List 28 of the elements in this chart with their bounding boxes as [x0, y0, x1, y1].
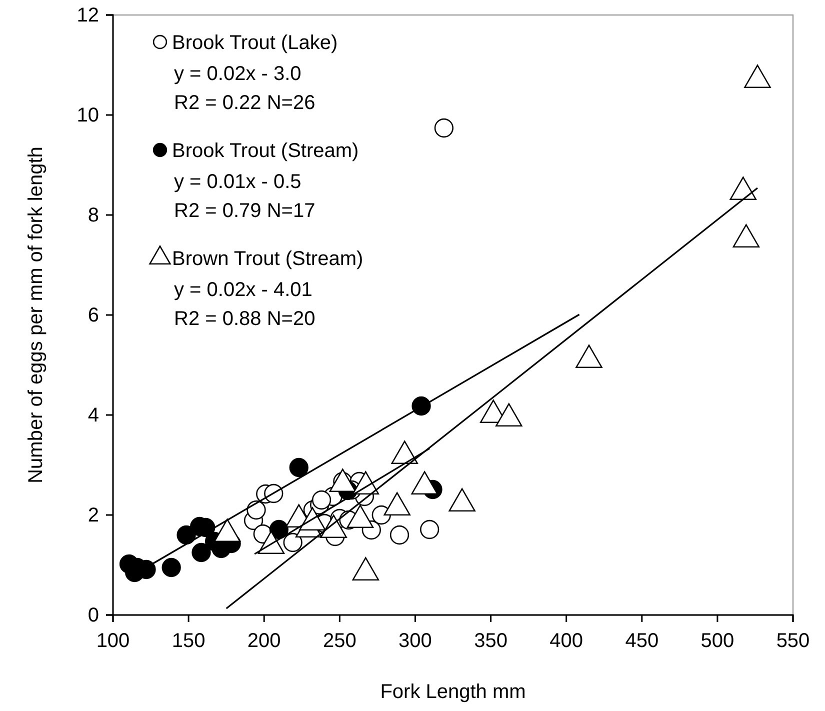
annotation: R2 = 0.79 N=17 — [174, 200, 316, 222]
annotation: y = 0.01x - 0.5 — [174, 171, 302, 193]
x-axis-title: Fork Length mm — [380, 681, 526, 703]
legend-label: Brook Trout (Stream) — [172, 140, 359, 162]
y-tick-label: 10 — [76, 104, 99, 126]
x-tick-label: 550 — [776, 630, 810, 652]
y-tick-label: 4 — [88, 404, 99, 426]
x-tick-label: 500 — [700, 630, 734, 652]
x-tick-label: 100 — [96, 630, 130, 652]
y-tick-label: 6 — [88, 304, 99, 326]
annotation: y = 0.02x - 3.0 — [174, 63, 302, 85]
y-tick-label: 0 — [88, 604, 99, 626]
x-tick-label: 450 — [625, 630, 659, 652]
y-tick-label: 12 — [76, 4, 99, 26]
x-tick-label: 350 — [474, 630, 508, 652]
x-tick-label: 250 — [322, 630, 356, 652]
y-axis-title: Number of eggs per mm of fork length — [25, 146, 47, 484]
x-tick-label: 400 — [550, 630, 584, 652]
annotation: R2 = 0.88 N=20 — [174, 308, 316, 330]
legend-label: Brown Trout (Stream) — [172, 248, 364, 270]
x-tick-label: 150 — [172, 630, 206, 652]
x-tick-label: 300 — [398, 630, 432, 652]
annotation: R2 = 0.22 N=26 — [174, 92, 316, 114]
x-tick-label: 200 — [247, 630, 281, 652]
legend-label: Brook Trout (Lake) — [172, 32, 338, 54]
y-tick-label: 2 — [88, 504, 99, 526]
y-tick-label: 8 — [88, 204, 99, 226]
annotation: y = 0.02x - 4.01 — [174, 279, 312, 301]
